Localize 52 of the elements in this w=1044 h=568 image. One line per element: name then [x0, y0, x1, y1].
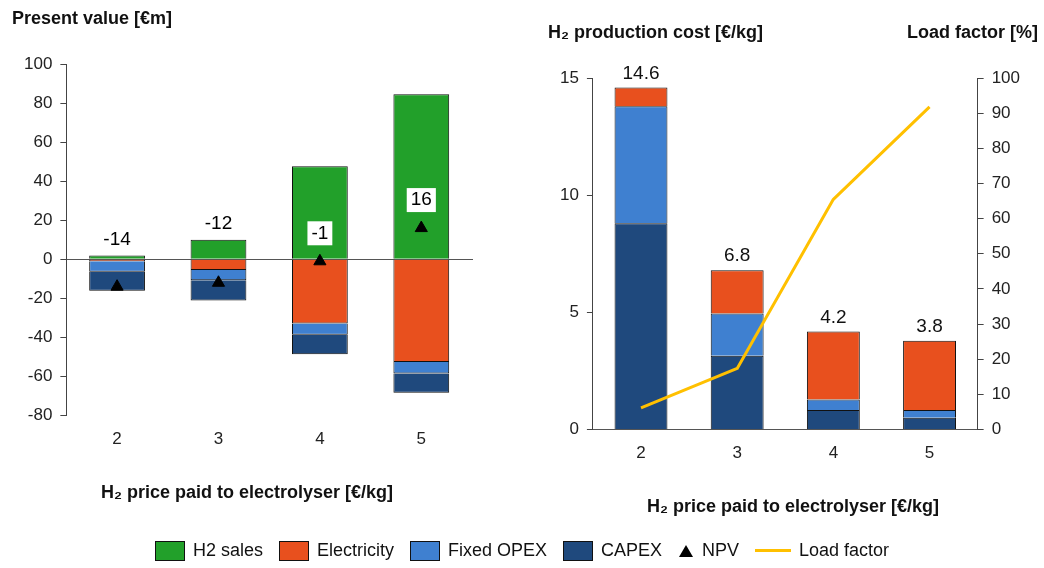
- y2-tick-label: 100: [991, 67, 1021, 87]
- y2-tick-label: 20: [991, 348, 1011, 368]
- x-tick-label: 3: [213, 429, 224, 449]
- x-axis-title: H₂ price paid to electrolyser [€/kg]: [645, 496, 941, 517]
- y2-tick-label: 90: [991, 102, 1011, 122]
- total-label: 4.2: [820, 305, 847, 327]
- y2-tick-label: 60: [991, 208, 1011, 228]
- total-label: 3.8: [916, 315, 943, 336]
- x-tick-label: 5: [416, 429, 427, 449]
- y-axis-title: Present value [€m]: [12, 8, 173, 29]
- x-tick-label: 4: [828, 443, 839, 463]
- y-tick-label: 40: [33, 170, 53, 190]
- y-axis-title: H₂ production cost [€/kg]: [548, 22, 763, 43]
- y-tick-label: -20: [27, 288, 53, 308]
- data-label: -1: [311, 221, 329, 243]
- x-tick-label: 3: [732, 443, 742, 463]
- y-tick-label: 80: [33, 92, 53, 112]
- x-tick-label: 2: [636, 443, 646, 463]
- y2-tick-label: 10: [991, 384, 1011, 404]
- x-tick-label: 5: [924, 443, 935, 463]
- y2-tick-label: 70: [991, 173, 1011, 193]
- y2-tick-label: 40: [991, 278, 1011, 298]
- y-tick-label: 15: [559, 67, 579, 87]
- y2-axis-title: Load factor [%]: [906, 22, 1038, 43]
- data-label: -12: [204, 212, 233, 234]
- legend-label: H2 sales: [192, 540, 263, 561]
- x-axis-title: H₂ price paid to electrolyser [€/kg]: [99, 482, 395, 503]
- legend-label: CAPEX: [600, 540, 663, 561]
- legend-label: Electricity: [316, 540, 394, 561]
- x-tick-label: 4: [315, 429, 325, 449]
- y-tick-label: -40: [27, 327, 53, 347]
- y2-tick-label: 80: [991, 138, 1011, 158]
- y2-tick-label: 50: [991, 243, 1011, 263]
- y-tick-label: 60: [33, 131, 53, 151]
- y2-tick-label: 0: [991, 419, 1002, 439]
- data-label: 16: [410, 188, 432, 210]
- legend-label: NPV: [702, 540, 740, 561]
- x-tick-label: 2: [112, 429, 122, 449]
- data-label: -14: [103, 227, 132, 249]
- y-tick-label: 0: [42, 249, 53, 269]
- y-tick-label: 10: [559, 184, 579, 204]
- legend-label: Load factor: [799, 540, 890, 561]
- y-tick-label: 0: [569, 419, 579, 439]
- total-label: 6.8: [723, 244, 751, 266]
- y-tick-label: 20: [33, 209, 53, 229]
- legend-label: Fixed OPEX: [447, 540, 547, 561]
- y-tick-label: -60: [27, 366, 53, 386]
- y2-tick-label: 30: [991, 313, 1011, 333]
- y-tick-label: -80: [27, 405, 53, 425]
- y-tick-label: 5: [569, 302, 579, 322]
- y-tick-label: 100: [23, 53, 53, 73]
- total-label: 14.6: [622, 61, 660, 83]
